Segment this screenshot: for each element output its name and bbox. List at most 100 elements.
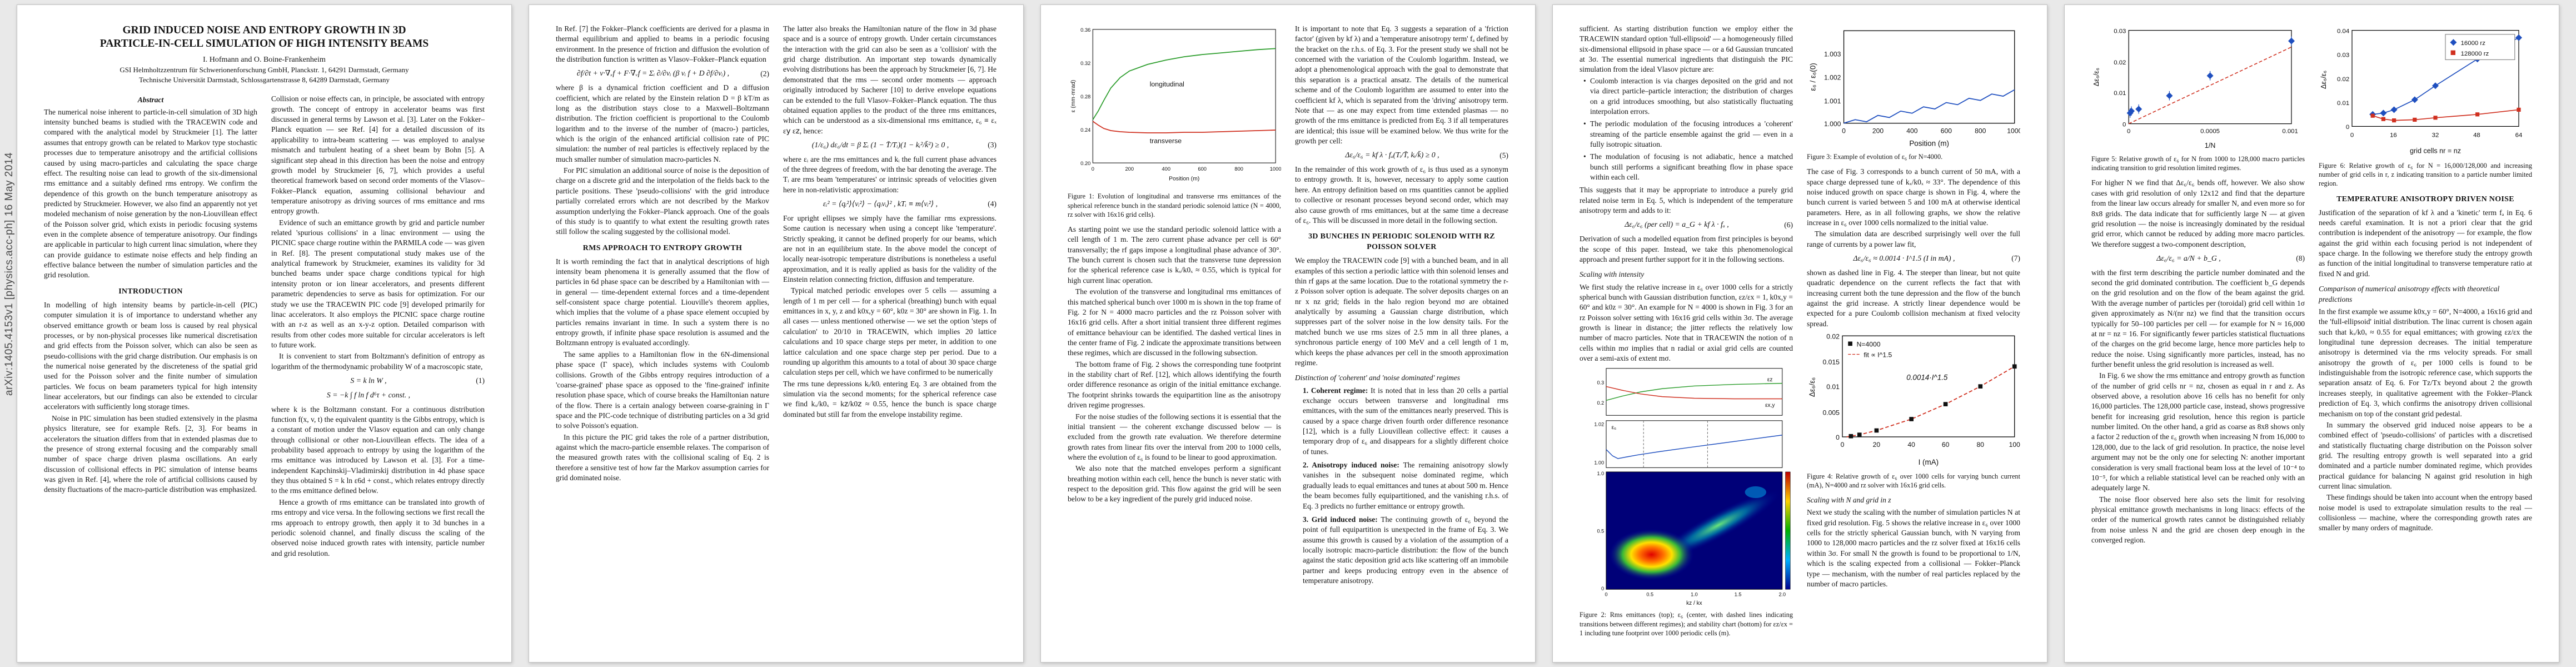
paragraph: For upright ellipses we simply have the …: [783, 213, 996, 284]
paragraph: where β is a dynamical friction coeffici…: [556, 83, 769, 163]
series-label-transverse: transverse: [1150, 137, 1182, 145]
equation-number: (4): [988, 200, 996, 208]
emittance-z-series: [1606, 382, 1782, 401]
column-left: 0.03 0.02 0.01 0 0 0.0005 0.001: [2091, 24, 2305, 546]
tick-label: 0: [2346, 124, 2349, 131]
paragraph: The case of Fig. 3 corresponds to a bunc…: [1807, 167, 2020, 227]
tick-label: 0: [1841, 441, 1845, 449]
paragraph: We first study the relative increase in …: [1580, 282, 1793, 363]
series-label: εx,y: [1765, 402, 1775, 408]
tick-label: 0.015: [1822, 358, 1840, 366]
equation-1: S = k ln W , (1): [271, 376, 485, 386]
series-label: εz: [1767, 376, 1773, 382]
affiliation-2: Technische Universität Darmstadt, Schlos…: [138, 76, 390, 84]
equation-5: Δε₆/ε₆ = kf λ · fₐ(Tᵢ/T̄, kᵢ/k̄) ≥ 0 , (…: [1295, 150, 1508, 161]
list-item-label: 2. Anisotropy induced noise:: [1303, 461, 1399, 470]
paragraph: Typical matched periodic envelopes over …: [783, 286, 996, 377]
affiliation-1: GSI Helmholtzzentrum für Schwerionenfors…: [119, 65, 409, 74]
equation-body: Δε₆/ε₆ (per cell) = a_G + kf λ · fₐ ,: [1625, 220, 1729, 229]
paper-title-line-1: GRID INDUCED NOISE AND ENTROPY GROWTH IN…: [122, 24, 406, 36]
paragraph: Hence a growth of rms emittance can be t…: [271, 497, 485, 558]
paragraph: Next we study the scaling with the numbe…: [1807, 508, 2020, 588]
equation-number: (3): [988, 141, 996, 150]
subsection-heading-comparison: Comparison of numerical anisotropy effec…: [2319, 285, 2500, 303]
equation-number: (8): [2296, 254, 2305, 263]
bullet-list: Coulomb interaction is via charges depos…: [1583, 76, 1793, 183]
paragraph: For the noise studies of the following s…: [1068, 412, 1281, 461]
subsection-heading-regimes: Distinction of 'coherent' and 'noise dom…: [1295, 374, 1461, 382]
abstract-heading: Abstract: [137, 96, 164, 104]
page-strip: GRID INDUCED NOISE AND ENTROPY GROWTH IN…: [17, 4, 2559, 663]
tick-label: 48: [2473, 132, 2480, 139]
equation-body: S = −k ∫ f ln f d⁶τ + const. ,: [326, 390, 411, 399]
equation-number: (5): [1499, 151, 1508, 160]
figure-2-plot: 0.3 0.2 εz εx,y 1.02 1.00 ε₆: [1594, 367, 1791, 606]
tick-label: 1000: [2007, 127, 2020, 135]
series-label-longitudinal: longitudinal: [1150, 80, 1184, 88]
tick-label: 0: [1836, 434, 1840, 441]
figure-5-caption: Figure 5: Relative growth of ε₆ for N fr…: [2091, 155, 2305, 172]
data-points: [1848, 364, 2017, 439]
legend-entry: fit ∝ I^1.5: [1864, 351, 1892, 359]
figure-6: 0.04 0.03 0.02 0.01 0 0 16 32 48 64: [2319, 25, 2532, 188]
section-heading-anisotropy: TEMPERATURE ANISOTROPY DRIVEN NOISE: [2336, 195, 2514, 203]
tick-label: 600: [1198, 166, 1207, 172]
section-heading-solenoid: 3D BUNCHES IN PERIODIC SOLENOID WITH RZ …: [1308, 232, 1495, 252]
tick-label: 0.36: [1080, 27, 1090, 33]
tick-label: 64: [2515, 132, 2523, 139]
equation-body: Δε₆/ε₆ = a/N + b_G ,: [2156, 253, 2221, 262]
tick-label: 0.02: [2114, 59, 2126, 66]
paragraph: where εᵢ are the rms emittances and kᵢ t…: [783, 155, 996, 194]
equation-number: (1): [476, 376, 485, 385]
paragraph: sufficient. As starting distribution fun…: [1580, 24, 1793, 74]
figure-2: 0.3 0.2 εz εx,y 1.02 1.00 ε₆: [1580, 365, 1793, 638]
equation-body: S = k ln W ,: [350, 376, 387, 385]
figure-6-caption: Figure 6: Relative growth of ε₆ for N = …: [2319, 162, 2532, 188]
paragraph: This suggests that it may be appropriate…: [1580, 186, 1793, 215]
tick-label: 0.5: [1646, 591, 1653, 597]
tick-label: 0.2: [1597, 400, 1604, 406]
tick-label: 800: [1975, 127, 1986, 135]
legend-box: [2445, 34, 2515, 60]
tick-label: 0.32: [1080, 61, 1090, 66]
equation-body: (1/ε₆) dε₆/dt = β Σᵢ (1 − T̄/Tᵢ)(1 − kᵢ²…: [811, 140, 949, 149]
paragraph: These findings should be taken into acco…: [2319, 493, 2532, 532]
paragraph: The simulation data are described surpri…: [1807, 230, 2020, 248]
tick-label: 1.0: [1597, 470, 1604, 476]
paragraph: In Fig. 6 we show the rms emittance and …: [2091, 371, 2305, 492]
paragraph: Justification of the separation of kf λ …: [2319, 208, 2532, 278]
tick-label: 0.04: [2337, 28, 2349, 34]
equation-number: (2): [760, 69, 769, 78]
paragraph: We also note that the matched envelopes …: [1068, 464, 1281, 504]
tick-label: 800: [1234, 166, 1243, 172]
tick-label: 0: [2350, 132, 2354, 139]
paragraph: The latter also breaks the Hamiltonian n…: [783, 24, 996, 135]
tick-label: 400: [1906, 127, 1918, 135]
list-item-text: The remaining anisotropy slowly vanishes…: [1303, 461, 1508, 510]
paragraph: It is convenient to start from Boltzmann…: [271, 352, 485, 371]
arxiv-watermark: arXiv:1405.4153v1 [physics.acc-ph] 16 Ma…: [3, 152, 15, 396]
tick-label: 80: [1977, 441, 1985, 449]
eps6-series: [1606, 434, 1782, 459]
paragraph: In Ref. [7] the Fokker–Planck coefficien…: [556, 24, 769, 64]
list-item-label: 1. Coherent regime:: [1303, 386, 1368, 395]
abstract-text: The numerical noise inherent to particle…: [44, 107, 257, 280]
paragraph: In this picture the PIC grid takes the r…: [556, 432, 769, 482]
tick-label: 0.001: [2282, 128, 2298, 135]
paper-page-2: In Ref. [7] the Fokker–Planck coefficien…: [529, 4, 1024, 663]
equation-8: Δε₆/ε₆ = a/N + b_G , (8): [2091, 253, 2305, 264]
figure-4-plot: 0.02 0.015 0.01 0.005 0 0 20 40 60 80 10…: [1808, 332, 2020, 466]
paragraph: As starting point we use the standard pe…: [1068, 225, 1281, 285]
data-points: [2126, 37, 2295, 117]
tick-label: 1.003: [1824, 50, 1841, 58]
equation-body: ∂f/∂t + v·∇ₓf + F·∇ᵥf = Σᵢ ∂/∂vᵢ (β vᵢ f…: [576, 69, 730, 78]
tick-label: 0: [2122, 121, 2126, 128]
tick-label: 0.0005: [2200, 128, 2220, 135]
column-left: In Ref. [7] the Fokker–Planck coefficien…: [556, 24, 769, 485]
paragraph: In summary the observed grid induced noi…: [2319, 420, 2532, 491]
tick-label: 100: [2009, 441, 2020, 449]
column-right: It is important to note that Eq. 3 sugge…: [1295, 24, 1508, 589]
figure-2-caption: Figure 2: Rms emittances (top); ε₆ (cent…: [1580, 611, 1793, 637]
x-axis-label: 1/N: [2205, 142, 2216, 150]
